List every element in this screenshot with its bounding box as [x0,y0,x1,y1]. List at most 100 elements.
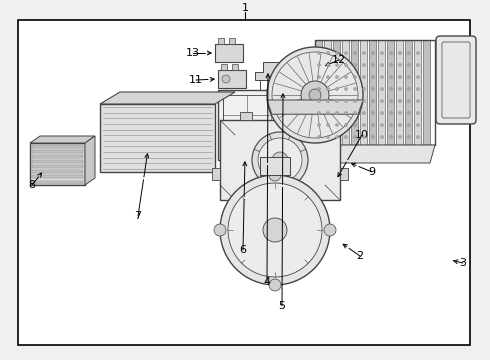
Circle shape [326,51,329,54]
Circle shape [344,63,347,67]
Polygon shape [85,136,95,185]
Circle shape [416,99,419,103]
Circle shape [318,123,320,126]
Circle shape [318,76,320,78]
Bar [30,143,85,185]
Circle shape [214,224,226,236]
Circle shape [326,99,329,103]
Bar [218,70,246,88]
Circle shape [398,87,401,90]
Bar [229,38,235,44]
Circle shape [363,112,366,114]
Circle shape [326,112,329,114]
Polygon shape [324,40,331,145]
Text: 12: 12 [332,55,346,65]
Circle shape [353,112,357,114]
Circle shape [220,175,330,285]
Text: 9: 9 [368,167,375,177]
Circle shape [363,63,366,67]
Bar [32,160,83,163]
Polygon shape [414,40,421,145]
Circle shape [390,51,392,54]
Polygon shape [267,100,363,114]
Circle shape [353,76,357,78]
Circle shape [301,81,329,109]
Circle shape [353,51,357,54]
FancyBboxPatch shape [436,36,476,124]
Circle shape [228,183,322,277]
Circle shape [326,135,329,139]
Polygon shape [100,92,235,104]
Circle shape [344,135,347,139]
Circle shape [408,135,411,139]
Bar [100,104,215,172]
Text: 11: 11 [189,75,203,85]
Circle shape [272,52,358,138]
Text: 6: 6 [240,245,246,255]
Circle shape [336,112,339,114]
Circle shape [363,135,366,139]
Circle shape [344,123,347,126]
Circle shape [252,132,308,188]
Circle shape [381,63,384,67]
Circle shape [381,51,384,54]
Circle shape [363,99,366,103]
Text: 2: 2 [356,251,364,261]
Circle shape [371,87,374,90]
Circle shape [363,123,366,126]
Circle shape [326,76,329,78]
Circle shape [381,135,384,139]
Circle shape [353,87,357,90]
Bar [215,44,243,62]
Polygon shape [360,40,367,145]
Circle shape [371,135,374,139]
Polygon shape [255,62,285,80]
Bar [218,38,224,44]
Circle shape [344,99,347,103]
Text: 4: 4 [264,277,270,287]
Circle shape [353,123,357,126]
Bar [32,144,83,148]
Circle shape [263,218,287,242]
Bar [32,165,83,168]
Circle shape [416,63,419,67]
Polygon shape [260,157,290,175]
Circle shape [398,112,401,114]
Bar [32,150,83,153]
Circle shape [416,87,419,90]
Circle shape [381,123,384,126]
Circle shape [416,123,419,126]
Circle shape [371,51,374,54]
Circle shape [336,63,339,67]
Bar [218,90,323,160]
Bar [340,168,348,180]
Circle shape [344,76,347,78]
Circle shape [318,135,320,139]
Circle shape [390,76,392,78]
Polygon shape [369,40,376,145]
Circle shape [318,87,320,90]
Bar [240,112,252,120]
Circle shape [416,135,419,139]
Circle shape [408,51,411,54]
Text: 1: 1 [242,3,248,13]
Circle shape [269,169,281,181]
Circle shape [269,279,281,291]
Circle shape [336,99,339,103]
Polygon shape [396,40,403,145]
Circle shape [272,152,288,168]
Circle shape [398,135,401,139]
Circle shape [381,87,384,90]
Text: 10: 10 [355,130,369,140]
Circle shape [416,112,419,114]
Bar [223,95,318,155]
Circle shape [326,63,329,67]
Bar [290,64,298,70]
Circle shape [309,89,321,101]
Polygon shape [342,40,349,145]
Circle shape [258,138,302,182]
Circle shape [336,76,339,78]
Bar [221,64,227,70]
Circle shape [408,112,411,114]
Circle shape [371,99,374,103]
